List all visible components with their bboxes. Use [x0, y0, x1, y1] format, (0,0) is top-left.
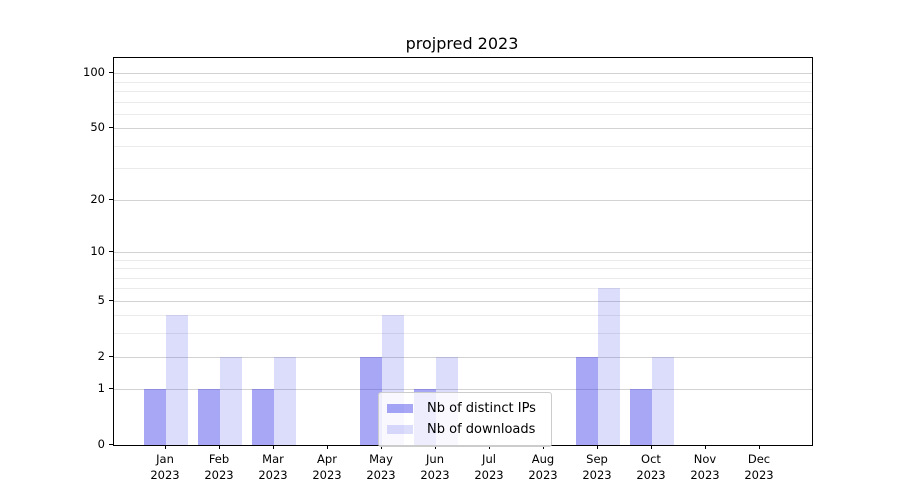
y-tick-mark: [109, 127, 113, 129]
x-tick-label: Jul 2023: [474, 452, 504, 482]
minor-gridline: [114, 333, 812, 335]
bar-distinct-ips: [144, 389, 166, 445]
major-gridline: [114, 199, 812, 201]
x-tick-mark: [705, 445, 706, 449]
bar-downloads: [598, 288, 620, 445]
x-tick-mark: [489, 445, 490, 449]
x-tick-mark: [219, 445, 220, 449]
major-gridline: [114, 356, 812, 358]
y-tick-label: 10: [90, 243, 105, 258]
x-tick-label: Dec 2023: [744, 452, 774, 482]
bar-downloads: [274, 356, 296, 445]
x-tick-mark: [543, 445, 544, 449]
x-tick-mark: [327, 445, 328, 449]
y-tick-mark: [109, 72, 113, 74]
y-tick-label: 50: [90, 120, 105, 135]
y-tick-label: 5: [97, 292, 105, 307]
minor-gridline: [114, 81, 812, 83]
y-tick-label: 100: [83, 65, 105, 80]
bar-distinct-ips: [576, 356, 598, 445]
chart-title: projpred 2023: [405, 34, 519, 53]
major-gridline: [114, 73, 812, 75]
legend-swatch-distinct-ips-icon: [387, 404, 413, 413]
minor-gridline: [114, 268, 812, 269]
y-tick-label: 2: [97, 348, 105, 363]
major-gridline: [114, 128, 812, 130]
bar-downloads: [652, 356, 674, 445]
x-tick-mark: [381, 445, 382, 449]
x-tick-mark: [165, 445, 166, 449]
y-tick-mark: [109, 299, 113, 301]
x-tick-label: Oct 2023: [636, 452, 666, 482]
legend-label-downloads: Nb of downloads: [427, 422, 536, 437]
minor-gridline: [114, 101, 812, 103]
legend-label-distinct-ips: Nb of distinct IPs: [427, 401, 536, 416]
y-tick-mark: [109, 388, 113, 390]
y-tick-mark: [109, 444, 113, 445]
minor-gridline: [114, 168, 812, 170]
legend-row-distinct-ips: Nb of distinct IPs: [387, 398, 543, 419]
x-tick-mark: [759, 445, 760, 449]
x-tick-label: Nov 2023: [690, 452, 720, 482]
minor-gridline: [114, 315, 812, 317]
y-tick-mark: [109, 355, 113, 357]
x-tick-mark: [435, 445, 436, 449]
y-tick-label: 1: [97, 381, 105, 396]
legend: Nb of distinct IPs Nb of downloads: [378, 392, 552, 447]
minor-gridline: [114, 113, 812, 115]
y-tick-label: 0: [97, 437, 105, 451]
x-tick-mark: [597, 445, 598, 449]
major-gridline: [114, 300, 812, 302]
legend-row-downloads: Nb of downloads: [387, 419, 543, 440]
bar-downloads: [220, 356, 242, 445]
y-tick-mark: [109, 198, 113, 200]
x-tick-label: Aug 2023: [528, 452, 558, 482]
y-tick-mark: [109, 250, 113, 252]
x-tick-mark: [651, 445, 652, 449]
x-tick-label: Feb 2023: [204, 452, 234, 482]
legend-swatch-downloads-icon: [387, 425, 413, 434]
bar-distinct-ips: [252, 389, 274, 445]
minor-gridline: [114, 145, 812, 147]
major-gridline: [114, 251, 812, 253]
minor-gridline: [114, 259, 812, 261]
x-tick-label: Apr 2023: [312, 452, 342, 482]
minor-gridline: [114, 288, 812, 290]
bar-distinct-ips: [198, 389, 220, 445]
x-tick-label: Jan 2023: [150, 452, 180, 482]
minor-gridline: [114, 91, 812, 92]
bar-distinct-ips: [360, 356, 382, 445]
x-tick-label: Sep 2023: [582, 452, 612, 482]
plot-area: Nb of distinct IPs Nb of downloads: [113, 57, 813, 447]
x-tick-label: Mar 2023: [258, 452, 288, 482]
major-gridline: [114, 389, 812, 391]
y-tick-label: 20: [90, 191, 105, 206]
x-tick-mark: [273, 445, 274, 449]
x-tick-label: May 2023: [366, 452, 396, 482]
x-tick-label: Jun 2023: [420, 452, 450, 482]
bar-distinct-ips: [630, 389, 652, 445]
bar-downloads: [166, 315, 188, 445]
minor-gridline: [114, 277, 812, 279]
